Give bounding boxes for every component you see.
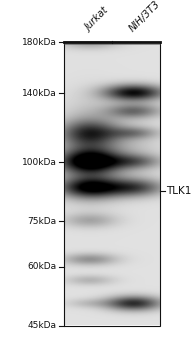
- Text: 60kDa: 60kDa: [27, 262, 57, 271]
- Text: 140kDa: 140kDa: [22, 89, 57, 98]
- Text: 75kDa: 75kDa: [27, 217, 57, 226]
- Text: 180kDa: 180kDa: [22, 37, 57, 47]
- Text: 45kDa: 45kDa: [27, 321, 57, 330]
- Text: 100kDa: 100kDa: [22, 158, 57, 167]
- Text: TLK1: TLK1: [166, 186, 191, 196]
- Text: Jurkat: Jurkat: [83, 6, 110, 33]
- Bar: [64, 42, 160, 326]
- Text: NIH/3T3: NIH/3T3: [127, 0, 162, 33]
